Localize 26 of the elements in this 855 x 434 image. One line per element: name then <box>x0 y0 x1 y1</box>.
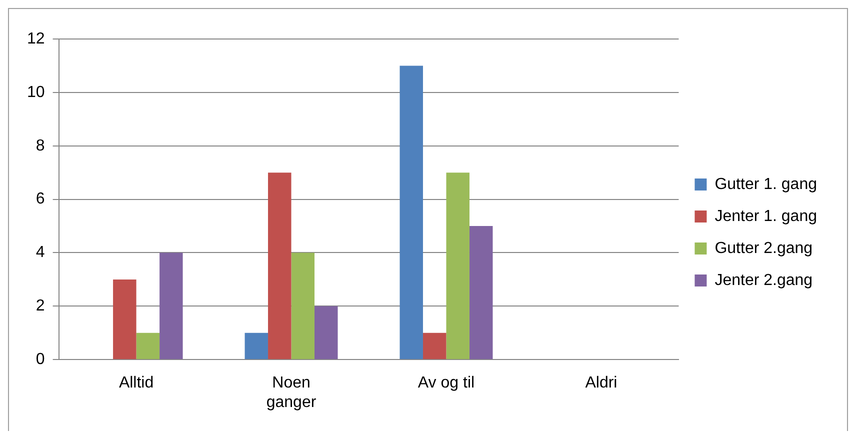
bar <box>244 332 268 360</box>
y-tick-label: 4 <box>36 244 45 262</box>
x-tick-label: Noen ganger <box>266 374 317 411</box>
legend-label: Gutter 2.gang <box>714 240 813 257</box>
y-tick-label: 6 <box>36 190 45 208</box>
x-tick-label: Av og til <box>418 374 475 392</box>
bar <box>469 226 493 360</box>
bar <box>400 66 423 360</box>
legend-label: Jenter 2.gang <box>714 272 813 289</box>
bar <box>160 252 183 360</box>
y-tick-label: 8 <box>36 137 45 154</box>
bar <box>268 172 292 360</box>
bar <box>136 332 160 360</box>
bar <box>314 306 338 360</box>
bar <box>113 279 136 360</box>
x-tick-label: Alltid <box>118 374 154 392</box>
legend-label: Gutter 1. gang <box>714 176 817 193</box>
y-tick-label: 2 <box>36 298 45 315</box>
bar <box>446 172 470 360</box>
bar <box>291 252 315 360</box>
legend-label: Jenter 1. gang <box>714 208 817 225</box>
y-tick-label: 10 <box>27 84 45 101</box>
y-tick-label: 0 <box>36 351 45 368</box>
bar <box>422 332 446 360</box>
x-tick-label: Aldri <box>585 374 618 392</box>
y-tick-label: 12 <box>27 30 45 48</box>
